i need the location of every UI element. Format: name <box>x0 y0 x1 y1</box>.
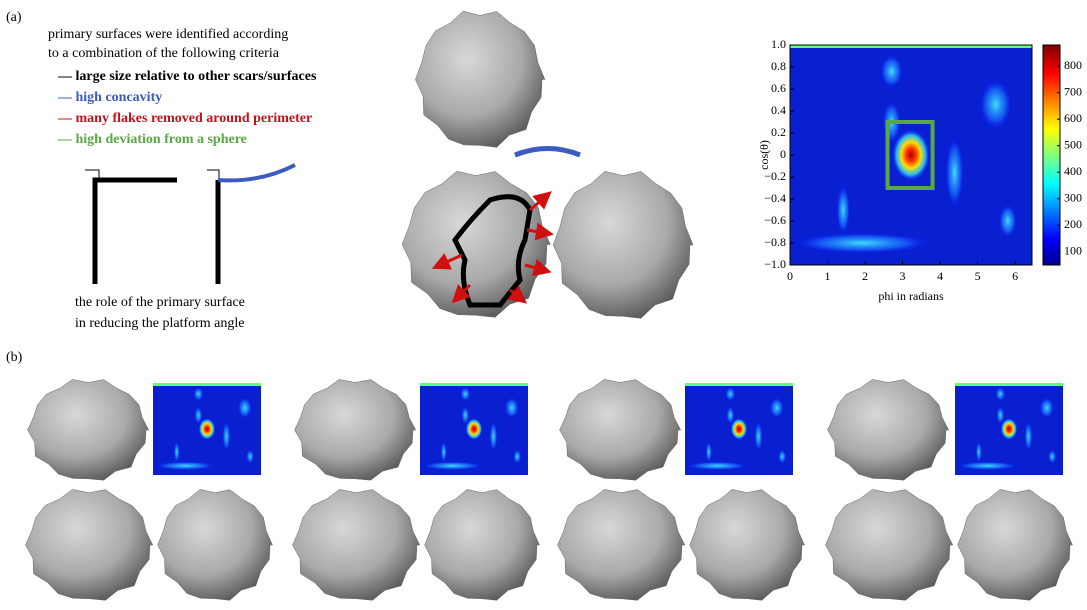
rock <box>553 171 693 318</box>
heat-blob <box>441 441 447 463</box>
heat-blob <box>778 449 787 464</box>
intro-text: primary surfaces were identified accordi… <box>48 27 288 42</box>
y-tick-label: 0.6 <box>771 81 786 95</box>
rock <box>402 171 550 317</box>
heat-blob <box>465 418 482 440</box>
y-tick-label: 0.4 <box>771 103 786 117</box>
heat-blob <box>174 441 180 463</box>
colorbar-tick-label: 200 <box>1064 217 1082 231</box>
heat-blob <box>193 387 204 402</box>
heat-blob <box>513 449 522 464</box>
heat-blob <box>945 135 964 210</box>
rock <box>425 489 540 600</box>
heat-edge <box>955 383 1063 386</box>
criterion: — high concavity <box>57 90 162 105</box>
rock <box>958 489 1073 600</box>
heat-blob <box>420 461 485 470</box>
heat-blob <box>836 184 851 237</box>
criterion: — large size relative to other scars/sur… <box>57 69 317 84</box>
intro-text: to a combination of the following criter… <box>48 46 280 61</box>
y-tick-label: 0.8 <box>771 59 786 73</box>
heat-blob <box>489 421 498 452</box>
heat-blob <box>754 421 763 452</box>
colorbar <box>1043 45 1060 265</box>
heat-blob <box>460 387 471 402</box>
x-tick-label: 3 <box>900 269 906 283</box>
heat-blob <box>222 421 231 452</box>
criterion: — many flakes removed around perimeter <box>57 111 312 126</box>
heat-blob <box>995 387 1006 402</box>
colorbar-tick-label: 800 <box>1064 58 1082 72</box>
rock <box>828 379 949 480</box>
rock <box>293 489 420 600</box>
heat-blob <box>730 418 747 440</box>
panel-label: (b) <box>6 350 23 365</box>
rock <box>415 11 545 147</box>
heat-blob <box>725 387 736 402</box>
figure: (a) primary surfaces were identified acc… <box>0 0 1087 605</box>
rock <box>826 489 953 600</box>
rock <box>28 379 149 480</box>
heat-blob <box>237 397 252 419</box>
caption: in reducing the platform angle <box>75 316 245 331</box>
x-tick-label: 5 <box>975 269 981 283</box>
heat-blob <box>1048 449 1057 464</box>
colorbar-tick-label: 300 <box>1064 190 1082 204</box>
x-tick-label: 4 <box>937 269 943 283</box>
colorbar-tick-label: 100 <box>1064 243 1082 257</box>
heat-edge <box>420 383 528 386</box>
rock <box>158 489 273 600</box>
caption: the role of the primary surface <box>75 295 245 310</box>
y-tick-label: −0.4 <box>764 191 786 205</box>
y-tick-label: −0.6 <box>764 213 786 227</box>
y-tick-label: −1.0 <box>764 257 786 271</box>
heat-edge <box>153 383 261 386</box>
heat-blob <box>976 441 982 463</box>
heat-blob <box>153 461 218 470</box>
heat-blob <box>706 441 712 463</box>
panel-label: (a) <box>6 10 22 25</box>
colorbar-tick-label: 700 <box>1064 84 1082 98</box>
heat-blob <box>1000 418 1017 440</box>
heat-blob <box>955 461 1020 470</box>
colorbar-tick-label: 600 <box>1064 111 1082 125</box>
heat-blob <box>769 397 784 419</box>
heat-blob <box>1039 397 1054 419</box>
y-axis-label: cos(θ) <box>757 140 771 170</box>
rock <box>560 379 681 480</box>
heat-blob <box>685 461 750 470</box>
criterion: — high deviation from a sphere <box>57 132 247 147</box>
y-tick-label: 0 <box>780 147 786 161</box>
x-tick-label: 2 <box>862 269 868 283</box>
heat-blob <box>1024 421 1033 452</box>
heat-blob <box>998 203 1017 238</box>
heat-edge <box>685 383 793 386</box>
heat-blob <box>198 418 215 440</box>
colorbar-tick-label: 500 <box>1064 137 1082 151</box>
heat-blob <box>880 54 904 89</box>
heat-blob <box>246 449 255 464</box>
rock <box>558 489 685 600</box>
heat-blob <box>979 78 1013 131</box>
x-axis-label: phi in radians <box>878 289 944 303</box>
rock <box>295 379 416 480</box>
heat-blob <box>504 397 519 419</box>
heat-blob <box>892 129 931 182</box>
x-tick-label: 0 <box>787 269 793 283</box>
rock <box>690 489 805 600</box>
y-tick-label: −0.8 <box>764 235 786 249</box>
heat-blob <box>790 232 935 254</box>
y-tick-label: 0.2 <box>771 125 786 139</box>
y-tick-label: 1.0 <box>771 37 786 51</box>
x-tick-label: 6 <box>1012 269 1018 283</box>
rock <box>26 489 153 600</box>
x-tick-label: 1 <box>825 269 831 283</box>
colorbar-tick-label: 400 <box>1064 164 1082 178</box>
